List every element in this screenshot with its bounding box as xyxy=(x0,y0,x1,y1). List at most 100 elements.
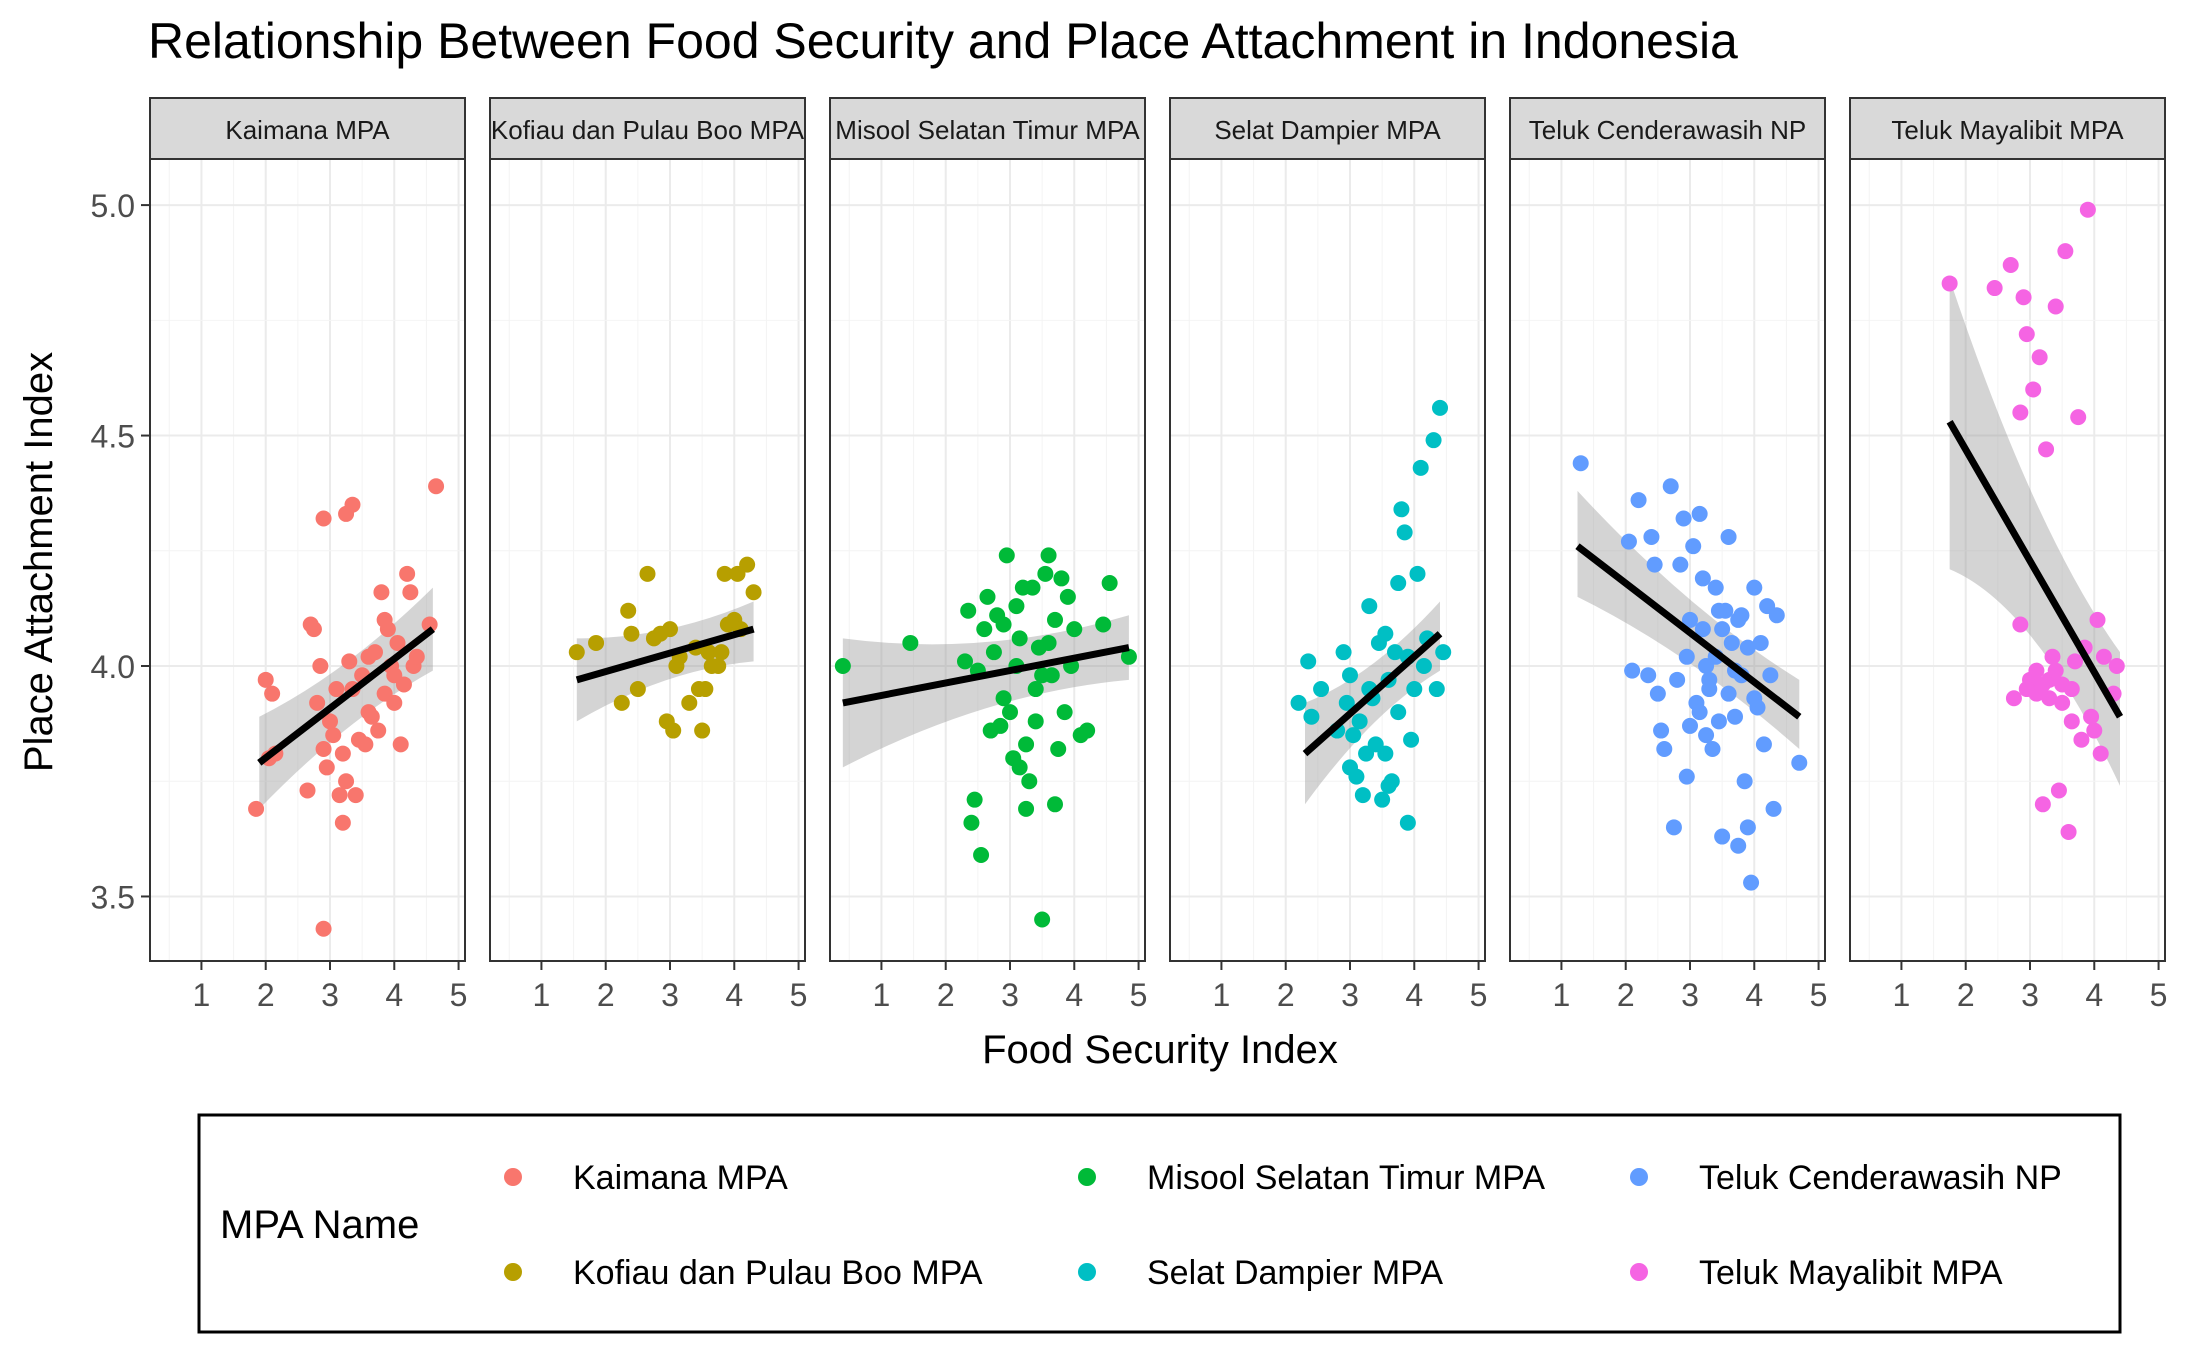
data-point xyxy=(1669,671,1686,688)
data-point xyxy=(2038,441,2055,458)
panel-border xyxy=(1849,158,2166,962)
data-point xyxy=(588,634,605,651)
data-point xyxy=(2018,681,2035,698)
data-point xyxy=(1694,570,1711,587)
data-point xyxy=(1079,722,1096,739)
data-point xyxy=(1002,704,1018,721)
data-point xyxy=(1313,681,1330,698)
x-tick-label: 5 xyxy=(450,977,468,1013)
data-point xyxy=(1941,275,1958,292)
facet-strip xyxy=(149,97,466,160)
x-tick-label: 3 xyxy=(1341,977,1359,1013)
data-point xyxy=(1037,565,1054,582)
facet-strip xyxy=(829,97,1146,160)
data-point xyxy=(1640,667,1657,684)
data-point xyxy=(1739,639,1756,656)
data-point xyxy=(995,616,1012,633)
y-tick-label: 5.0 xyxy=(91,188,135,224)
data-point xyxy=(1053,570,1070,587)
x-tick-label: 4 xyxy=(2085,977,2103,1013)
data-point xyxy=(1656,740,1673,757)
data-point xyxy=(623,625,640,642)
data-point xyxy=(2092,745,2109,762)
data-point xyxy=(1714,621,1731,638)
data-point xyxy=(1691,704,1708,721)
data-point xyxy=(312,658,329,675)
panel-border xyxy=(149,158,466,962)
data-point xyxy=(2028,662,2045,679)
data-point xyxy=(1743,874,1760,891)
facet-panel: Kofiau dan Pulau Boo MPA 1 2 3 4 5 xyxy=(489,97,807,1013)
data-point xyxy=(1361,598,1378,615)
facet-strip-label: Kaimana MPA xyxy=(225,115,390,145)
data-point xyxy=(2057,243,2074,260)
data-point xyxy=(620,602,637,619)
data-point xyxy=(1034,667,1051,684)
panel-border xyxy=(1169,158,1486,962)
panel-grid xyxy=(1170,159,1485,961)
data-point xyxy=(1412,459,1429,476)
facet-strip xyxy=(1169,97,1486,160)
data-point xyxy=(629,681,646,698)
x-tick-label: 1 xyxy=(193,977,211,1013)
data-point xyxy=(2015,289,2032,306)
data-point xyxy=(1027,681,1044,698)
data-point xyxy=(2025,381,2042,398)
legend-swatch xyxy=(1630,1168,1648,1186)
data-point xyxy=(902,634,919,651)
data-point xyxy=(1050,740,1067,757)
facet-strip xyxy=(489,97,806,160)
data-point xyxy=(1643,528,1660,545)
data-point xyxy=(1730,837,1747,854)
data-point xyxy=(1752,634,1769,651)
data-point xyxy=(639,565,656,582)
data-point xyxy=(1059,588,1076,605)
legend-swatch xyxy=(1078,1263,1096,1281)
x-tick-label: 4 xyxy=(1745,977,1763,1013)
legend-item: Teluk Cenderawasih NP xyxy=(1630,1159,2062,1197)
data-point xyxy=(421,616,438,633)
data-point xyxy=(1303,708,1320,725)
data-point xyxy=(264,685,281,702)
data-point xyxy=(1765,800,1782,817)
data-point xyxy=(1021,773,1038,790)
legend-swatch xyxy=(504,1263,522,1281)
data-point xyxy=(2089,611,2106,628)
data-point xyxy=(318,759,335,776)
data-point xyxy=(2034,676,2051,693)
data-point xyxy=(389,634,406,651)
data-point xyxy=(1011,630,1028,647)
x-tick-label: 3 xyxy=(321,977,339,1013)
data-point xyxy=(1723,634,1740,651)
data-point xyxy=(2031,349,2048,366)
data-point xyxy=(1714,828,1731,845)
data-point xyxy=(1040,634,1057,651)
data-point xyxy=(973,846,990,863)
data-point xyxy=(1432,399,1448,416)
data-point xyxy=(2108,658,2125,675)
legend-item: Kofiau dan Pulau Boo MPA xyxy=(504,1254,983,1292)
data-point xyxy=(2047,298,2064,315)
data-point xyxy=(1986,280,2003,297)
data-point xyxy=(257,671,274,688)
legend-swatch xyxy=(1630,1263,1648,1281)
panel-border xyxy=(489,158,806,962)
data-point xyxy=(1710,713,1727,730)
data-point xyxy=(248,800,265,817)
facet-strip xyxy=(1849,97,2166,160)
data-point xyxy=(1698,727,1715,744)
data-point xyxy=(1066,621,1083,638)
data-point xyxy=(1762,667,1779,684)
data-point xyxy=(2002,257,2019,274)
data-point xyxy=(2079,201,2096,218)
data-point xyxy=(1682,717,1698,734)
data-point xyxy=(1095,616,1112,633)
data-point xyxy=(428,478,445,495)
data-point xyxy=(360,704,377,721)
data-point xyxy=(1290,694,1307,711)
data-point xyxy=(1380,777,1397,794)
data-point xyxy=(1101,575,1118,592)
data-point xyxy=(1694,621,1711,638)
x-tick-label: 1 xyxy=(873,977,891,1013)
data-point xyxy=(392,736,409,753)
